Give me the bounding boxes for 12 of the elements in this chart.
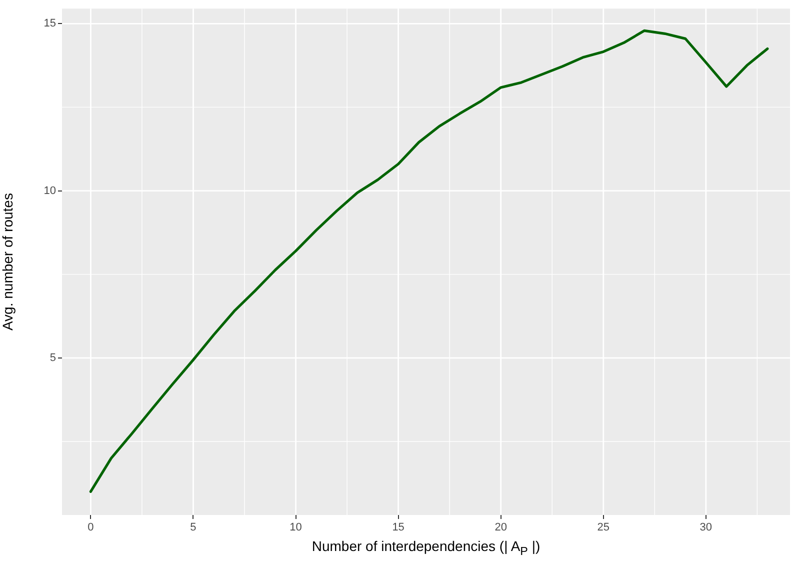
x-axis-title: Number of interdependencies (| A$_{P}$ |) <box>310 538 542 558</box>
x-tick-label: 30 <box>700 522 712 534</box>
x-tick-label: 5 <box>190 522 196 534</box>
y-tick-label: 15 <box>44 18 56 30</box>
x-tick-label: 10 <box>290 522 302 534</box>
x-tick-label: 0 <box>88 522 94 534</box>
y-axis-title: Avg. number of routes <box>0 193 16 331</box>
x-tick-label: 25 <box>597 522 610 534</box>
y-tick-label: 5 <box>50 352 56 364</box>
x-tick-label: 20 <box>494 522 507 534</box>
x-tick-label: 15 <box>392 522 404 534</box>
y-tick-label: 10 <box>44 184 56 197</box>
